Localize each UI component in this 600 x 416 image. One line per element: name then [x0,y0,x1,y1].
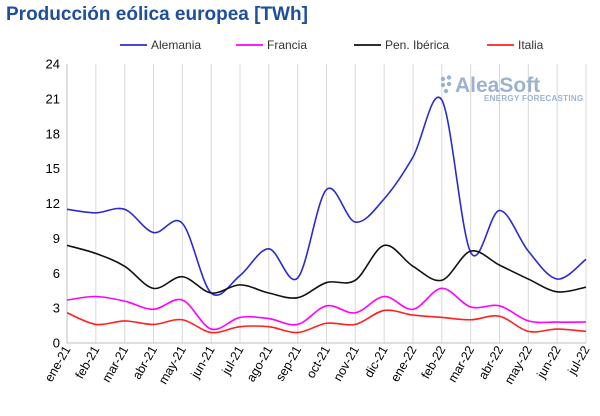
legend-label-pen-iberica: Pen. Ibérica [385,38,449,52]
legend-label-italia: Italia [518,38,544,52]
y-tick-label: 18 [46,126,60,141]
x-tick-label: sep-21 [273,343,304,383]
chart-title: Producción eólica europea [TWh] [6,4,308,25]
y-tick-label: 12 [46,196,60,211]
y-axis-ticks: 0 3 6 9 12 15 18 21 24 [46,57,60,351]
x-tick-label: abr-22 [476,343,506,381]
series-lines [66,96,587,334]
x-tick-label: mar-22 [445,343,477,384]
x-tick-label: jul-21 [219,343,247,377]
series-line-alemania [66,96,587,296]
aleasoft-logo: AleaSoft ENERGY FORECASTING [440,74,584,103]
series-line-francia [66,287,587,331]
legend: Alemania Francia Pen. Ibérica Italia [120,38,544,52]
logo-tagline: ENERGY FORECASTING [484,94,584,103]
x-tick-label: abr-21 [130,343,160,381]
series-line-italia [66,309,587,334]
y-tick-label: 3 [53,301,60,316]
axes [66,64,586,344]
series-line-pen-iberica [66,244,587,299]
x-tick-label: feb-21 [73,343,103,381]
y-tick-label: 24 [46,57,60,72]
legend-label-alemania: Alemania [151,38,201,52]
legend-label-francia: Francia [267,38,307,52]
x-tick-label: mar-21 [99,343,131,384]
x-tick-label: jul-22 [565,343,593,377]
x-tick-label: ene-21 [42,343,74,384]
y-tick-label: 21 [46,91,60,106]
x-tick-label: ene-22 [388,343,420,384]
y-tick-label: 9 [53,231,60,246]
logo-name: AleaSoft [455,74,540,97]
x-tick-label: may-22 [502,343,535,386]
x-tick-label: ago-21 [244,343,276,384]
y-tick-label: 6 [53,266,60,281]
y-tick-label: 0 [53,336,60,351]
x-tick-label: nov-21 [331,343,362,383]
grid-lines [66,64,587,343]
x-tick-label: may-21 [156,343,189,386]
y-tick-label: 15 [46,161,60,176]
logo-mark-icon [440,75,452,94]
x-tick-label: dic-21 [362,343,391,380]
x-tick-label: jun-21 [188,343,218,381]
x-tick-label: feb-22 [419,343,449,381]
x-tick-label: oct-21 [304,343,334,380]
x-tick-label: jun-22 [534,343,564,381]
